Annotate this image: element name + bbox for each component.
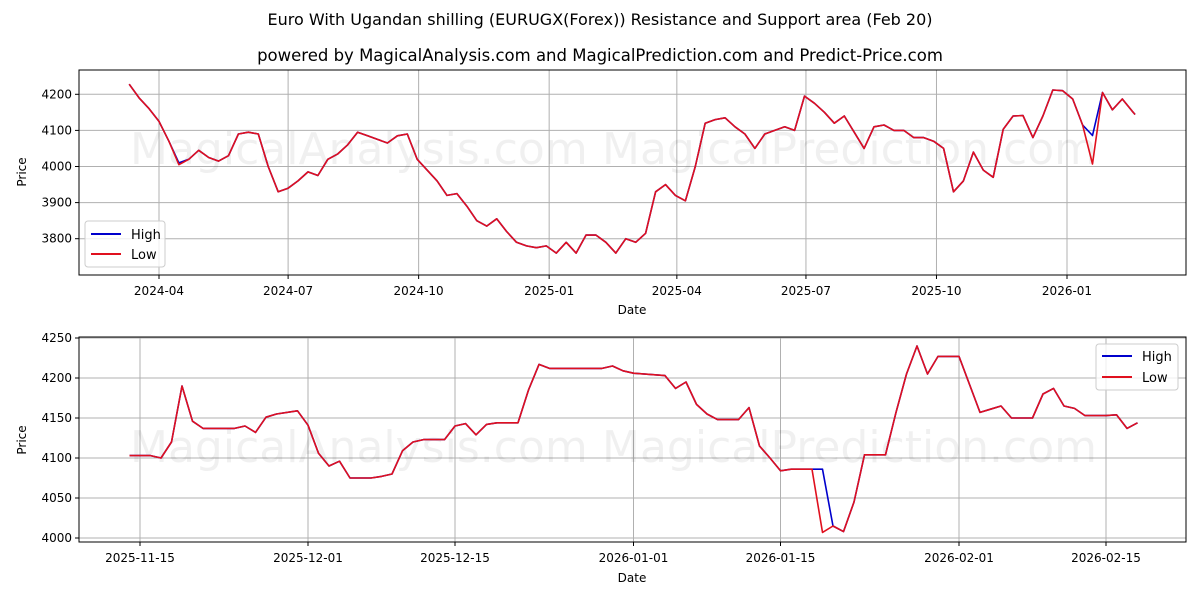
- legend-low-label: Low: [131, 248, 157, 263]
- y-tick-label: 4100: [41, 451, 72, 465]
- x-tick-label: 2024-10: [394, 284, 444, 298]
- bottom-y-axis: 4000 4050 4100 4150 4200 4250: [41, 331, 79, 545]
- y-tick-label: 4200: [41, 87, 72, 101]
- bottom-legend: High Low: [1095, 343, 1179, 391]
- x-tick-label: 2025-11-15: [105, 551, 175, 565]
- watermark-text: MagicalPrediction.com: [602, 422, 1097, 473]
- legend-high-label: High: [131, 228, 161, 243]
- top-legend-box: [84, 220, 166, 268]
- x-tick-label: 2026-01-01: [599, 551, 669, 565]
- x-tick-label: 2024-04: [134, 284, 184, 298]
- top-series-lines: [128, 83, 1136, 254]
- legend-high-label: High: [1142, 350, 1172, 365]
- y-tick-label: 3800: [41, 232, 72, 246]
- bottom-grid: [79, 337, 1186, 542]
- top-grid: [79, 70, 1186, 275]
- bottom-x-axis: 2025-11-15 2025-12-01 2025-12-15 2026-01-01…: [105, 542, 1141, 565]
- y-tick-label: 4000: [41, 531, 72, 545]
- bottom-y-axis-label: Price: [15, 425, 29, 454]
- bottom-plot-frame: [78, 336, 1187, 543]
- y-tick-label: 4000: [41, 160, 72, 174]
- x-tick-label: 2026-02-01: [924, 551, 994, 565]
- y-tick-label: 4150: [41, 411, 72, 425]
- x-tick-label: 2025-07: [781, 284, 831, 298]
- top-x-axis: 2024-04 2024-07 2024-10 2025-01 2025-04 2025-…: [134, 275, 1092, 298]
- x-tick-label: 2024-07: [263, 284, 313, 298]
- y-tick-label: 4200: [41, 371, 72, 385]
- series-low-line: [128, 83, 1136, 254]
- x-tick-label: 2026-01: [1042, 284, 1092, 298]
- watermark-text: MagicalAnalysis.com: [130, 422, 588, 473]
- y-tick-label: 3900: [41, 196, 72, 210]
- x-tick-label: 2026-02-15: [1071, 551, 1141, 565]
- series-low-line: [129, 345, 1138, 534]
- top-watermark: MagicalAnalysis.com MagicalPrediction.com: [130, 124, 1097, 175]
- chart-subtitle: powered by MagicalAnalysis.com and Magic…: [257, 46, 943, 65]
- x-tick-label: 2026-01-15: [746, 551, 816, 565]
- top-plot-frame: [78, 69, 1187, 276]
- top-x-axis-label: Date: [618, 303, 647, 317]
- y-tick-label: 4250: [41, 331, 72, 345]
- x-tick-label: 2025-04: [652, 284, 702, 298]
- y-tick-label: 4100: [41, 123, 72, 137]
- watermark-text: MagicalPrediction.com: [602, 124, 1097, 175]
- top-price-chart: MagicalAnalysis.com MagicalPrediction.com…: [15, 69, 1187, 317]
- bottom-price-chart: MagicalAnalysis.com MagicalPrediction.com…: [15, 331, 1187, 585]
- legend-low-label: Low: [1142, 371, 1168, 386]
- bottom-series-lines: [129, 345, 1138, 534]
- top-y-axis: 3800 3900 4000 4100 4200: [41, 87, 79, 246]
- x-tick-label: 2025-01: [524, 284, 574, 298]
- x-tick-label: 2025-12-15: [420, 551, 490, 565]
- x-tick-label: 2025-10: [911, 284, 961, 298]
- bottom-watermark: MagicalAnalysis.com MagicalPrediction.com: [130, 422, 1097, 473]
- top-legend: High Low: [84, 220, 166, 268]
- bottom-x-axis-label: Date: [618, 571, 647, 585]
- x-tick-label: 2025-12-01: [273, 551, 343, 565]
- top-y-axis-label: Price: [15, 157, 29, 186]
- chart-title: Euro With Ugandan shilling (EURUGX(Forex…: [267, 10, 933, 29]
- y-tick-label: 4050: [41, 491, 72, 505]
- watermark-text: MagicalAnalysis.com: [130, 124, 588, 175]
